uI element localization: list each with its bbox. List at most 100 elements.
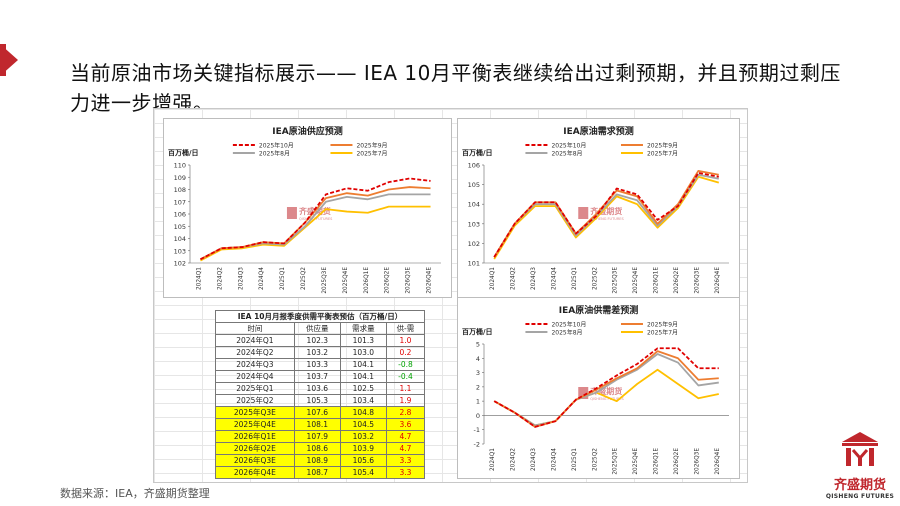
legend-entry: 2025年9月 [647, 142, 678, 150]
company-logo: 齐盛期货 QISHENG FUTURES [825, 430, 895, 500]
y-axis-label: 百万桶/日 [462, 148, 493, 157]
period-cell: 2025年Q4E [215, 418, 295, 431]
y-tick-label: 105 [468, 181, 480, 189]
period-cell: 2024年Q2 [215, 346, 295, 359]
column-header: 时间 [215, 322, 295, 335]
table-row: 2026年Q4E 108.7 105.4 3.3 [215, 466, 426, 479]
y-axis-label: 百万桶/日 [168, 148, 199, 157]
x-tick-label: 2026Q4E [427, 267, 433, 294]
watermark-text-en: QISHENG FUTURES [590, 217, 624, 221]
legend-entry: 2025年9月 [356, 142, 387, 150]
x-tick-label: 2024Q1 [490, 267, 496, 290]
table-title: IEA 10月月报季度供需平衡表预估（百万桶/日） [215, 310, 425, 323]
demand-chart: IEA原油需求预测 百万桶/日 2025年10月 2025年9月 2025年8月 2025… [457, 118, 740, 298]
legend-entry: 2025年10月 [551, 321, 586, 329]
y-tick-label: 107 [174, 198, 186, 206]
supply-cell: 108.1 [293, 418, 341, 431]
y-tick-label: 1 [476, 398, 480, 406]
chart-title: IEA原油供应预测 [272, 125, 342, 137]
x-tick-label: 2024Q4 [551, 448, 557, 471]
supply-cell: 102.3 [293, 334, 341, 347]
y-tick-label: 103 [468, 220, 480, 228]
demand-cell: 103.0 [339, 346, 387, 359]
demand-cell: 104.8 [339, 406, 387, 419]
period-cell: 2024年Q3 [215, 358, 295, 371]
supply-cell: 107.6 [293, 406, 341, 419]
table-header-row: 时间 供应量 需求量 供-需 [215, 322, 426, 335]
demand-cell: 103.2 [339, 430, 387, 443]
x-tick-label: 2024Q4 [551, 267, 557, 290]
period-cell: 2026年Q1E [215, 430, 295, 443]
supply-cell: 108.9 [293, 454, 341, 467]
demand-cell: 105.6 [339, 454, 387, 467]
legend-entry: 2025年8月 [259, 150, 290, 158]
legend-entry: 2025年10月 [259, 142, 294, 150]
chart-title: IEA原油供需差预测 [559, 304, 638, 316]
x-tick-label: 2024Q1 [196, 267, 202, 290]
table-row: 2024年Q1 102.3 101.3 1.0 [215, 334, 426, 347]
gap-cell: 0.2 [385, 346, 426, 359]
x-tick-label: 2025Q3E [613, 267, 619, 294]
demand-cell: 105.4 [339, 466, 387, 479]
x-tick-label: 2025Q1 [572, 267, 578, 290]
x-tick-label: 2026Q1E [364, 267, 370, 294]
table-title-row: IEA 10月月报季度供需平衡表预估（百万桶/日） [215, 310, 425, 323]
x-tick-label: 2024Q2 [511, 267, 517, 290]
gap-cell: 3.3 [385, 466, 426, 479]
gap-cell: 1.0 [385, 334, 426, 347]
table-row: 2025年Q2 105.3 103.4 1.9 [215, 394, 426, 407]
title-accent-block [0, 44, 6, 76]
series-line [493, 171, 719, 258]
y-tick-label: 101 [468, 260, 480, 268]
x-tick-label: 2024Q3 [531, 448, 537, 471]
watermark-icon [578, 387, 589, 399]
series-line [493, 368, 719, 427]
y-tick-label: 106 [174, 211, 186, 219]
demand-cell: 103.9 [339, 442, 387, 455]
legend-entry: 2025年8月 [551, 150, 582, 158]
x-tick-label: 2026Q4E [715, 448, 721, 475]
supply-cell: 103.3 [293, 358, 341, 371]
demand-cell: 102.5 [339, 382, 387, 395]
slide-title: 当前原油市场关键指标展示—— IEA 10月平衡表继续给出过剩预期，并且预期过剩… [70, 61, 841, 115]
y-tick-label: 102 [468, 240, 480, 248]
x-tick-label: 2025Q4E [633, 267, 639, 294]
supply-cell: 103.7 [293, 370, 341, 383]
gap-cell: 1.1 [385, 382, 426, 395]
x-tick-label: 2026Q3E [694, 448, 700, 475]
column-header: 供-需 [385, 322, 426, 335]
gap-cell: 4.7 [385, 442, 426, 455]
gap-cell: 2.8 [385, 406, 426, 419]
table-row: 2025年Q1 103.6 102.5 1.1 [215, 382, 426, 395]
series-line [493, 175, 720, 260]
table-row: 2024年Q4 103.7 104.1 -0.4 [215, 370, 426, 383]
x-tick-label: 2024Q3 [238, 267, 244, 290]
y-tick-label: 104 [174, 235, 186, 243]
table-row: 2026年Q3E 108.9 105.6 3.3 [215, 454, 426, 467]
watermark-text-cn: 齐盛期货 [589, 206, 622, 216]
supply-cell: 105.3 [293, 394, 341, 407]
y-tick-label: 108 [174, 186, 186, 194]
demand-cell: 103.4 [339, 394, 387, 407]
table-row: 2025年Q3E 107.6 104.8 2.8 [215, 406, 426, 419]
x-tick-label: 2025Q2 [301, 267, 307, 290]
gap-cell: -0.8 [385, 358, 426, 371]
y-tick-label: 0 [476, 412, 480, 420]
logo-text-en: QISHENG FUTURES [825, 493, 895, 500]
series-line [200, 205, 431, 262]
logo-text-cn: 齐盛期货 [833, 478, 886, 493]
x-tick-label: 2025Q1 [280, 267, 286, 290]
x-tick-label: 2025Q4E [343, 267, 349, 294]
legend-entry: 2025年8月 [551, 329, 582, 337]
x-tick-label: 2025Q2 [592, 267, 598, 290]
period-cell: 2025年Q1 [215, 382, 295, 395]
watermark-text-cn: 齐盛期货 [589, 386, 622, 396]
table-row: 2026年Q1E 107.9 103.2 4.7 [215, 430, 426, 443]
logo-emblem-icon [842, 432, 878, 466]
x-tick-label: 2026Q4E [715, 267, 721, 294]
series-line [493, 353, 719, 427]
supply-cell: 103.2 [293, 346, 341, 359]
supply-chart: IEA原油供应预测百万桶/日 2025年10月 2025年9月 2025年8月 2025… [163, 118, 452, 298]
